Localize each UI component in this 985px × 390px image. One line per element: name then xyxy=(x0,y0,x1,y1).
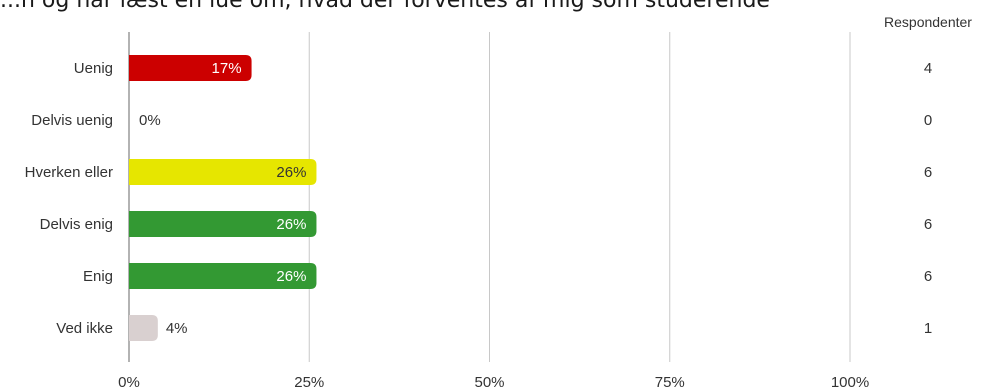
bar xyxy=(129,55,252,81)
x-tick-label: 100% xyxy=(831,374,869,390)
respondent-count: 1 xyxy=(924,320,932,337)
x-tick-label: 0% xyxy=(118,374,140,390)
bar-value-label: 0% xyxy=(139,112,161,129)
x-tick-label: 50% xyxy=(474,374,504,390)
bar-value-label: 26% xyxy=(276,216,306,233)
bar xyxy=(129,263,317,289)
respondent-count: 6 xyxy=(924,216,932,233)
chart-title: ...n og har læst en lue om, hvad der for… xyxy=(0,0,770,13)
respondent-count: 6 xyxy=(924,164,932,181)
category-label: Ved ikke xyxy=(56,320,113,337)
category-label: Uenig xyxy=(74,60,113,77)
category-label: Enig xyxy=(83,268,113,285)
bar-value-label: 17% xyxy=(212,60,242,77)
respondent-count: 4 xyxy=(924,60,932,77)
category-label: Delvis enig xyxy=(40,216,113,233)
x-tick-label: 25% xyxy=(294,374,324,390)
bar xyxy=(129,211,317,237)
respondents-header: Respondenter xyxy=(884,14,972,30)
category-label: Delvis uenig xyxy=(31,112,113,129)
category-label: Hverken eller xyxy=(25,164,113,181)
x-tick-label: 75% xyxy=(655,374,685,390)
bar-value-label: 4% xyxy=(166,320,188,337)
bar xyxy=(129,315,158,341)
bar-value-label: 26% xyxy=(276,268,306,285)
respondent-count: 0 xyxy=(924,112,932,129)
respondent-count: 6 xyxy=(924,268,932,285)
bar-value-label: 26% xyxy=(276,164,306,181)
bar xyxy=(129,159,317,185)
